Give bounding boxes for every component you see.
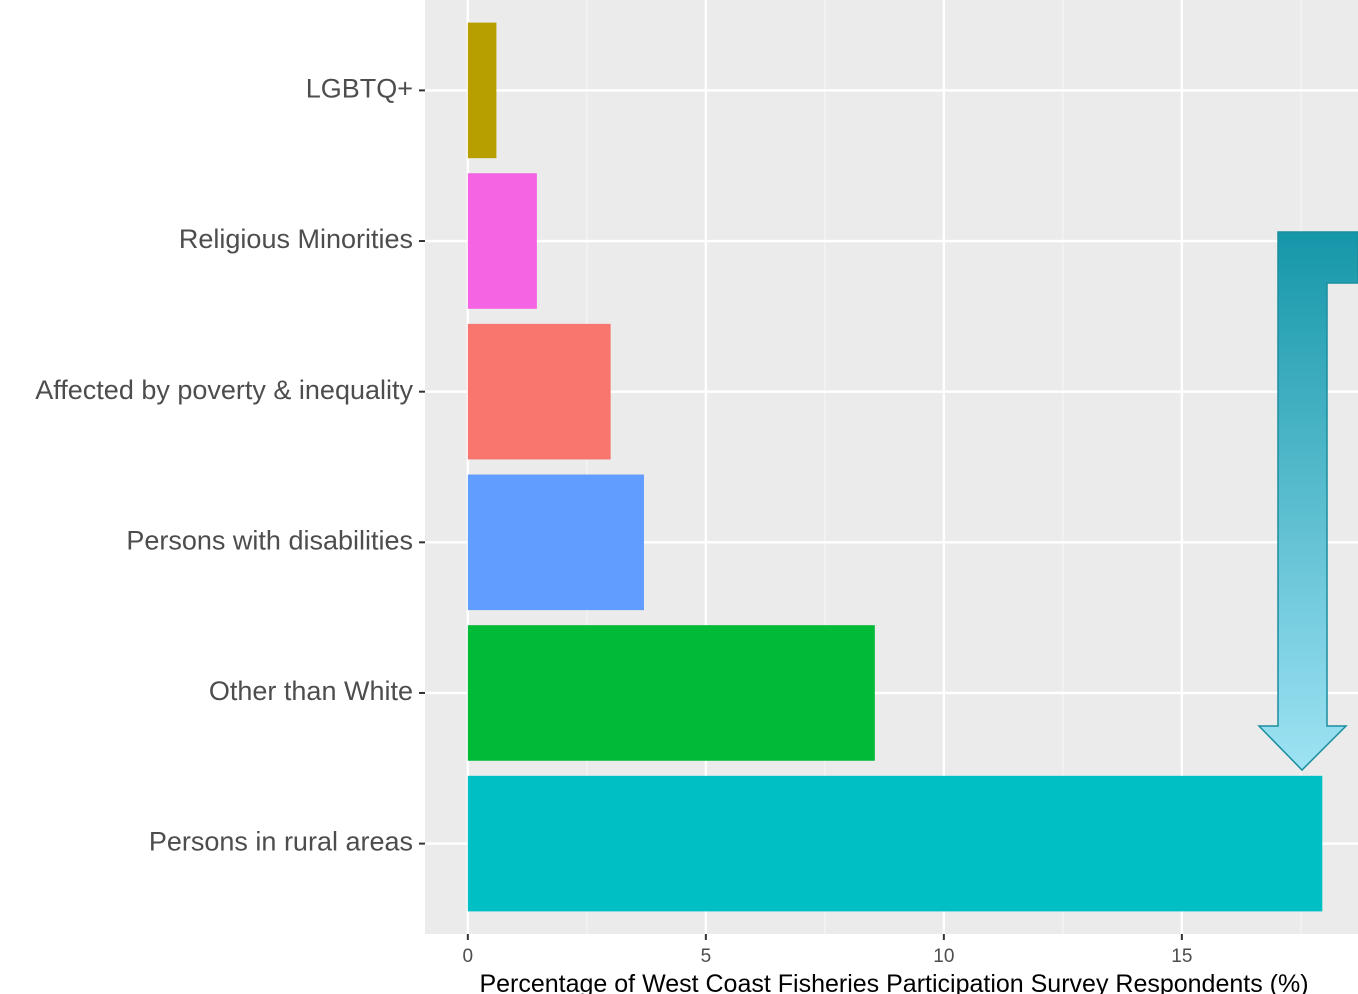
bar xyxy=(467,625,875,761)
y-tick-label: LGBTQ+ xyxy=(306,74,413,104)
down-arrow-annotation xyxy=(1257,231,1358,772)
bar xyxy=(467,173,537,309)
y-tick-label: Other than White xyxy=(209,676,413,706)
y-tick-label: Affected by poverty & inequality xyxy=(35,375,413,405)
y-tick-label: Persons in rural areas xyxy=(149,827,413,857)
x-axis-title: Percentage of West Coast Fisheries Parti… xyxy=(479,970,1308,994)
x-tick-label: 15 xyxy=(1171,946,1192,967)
bars xyxy=(467,22,1323,912)
y-axis: LGBTQ+ Religious Minorities Affected by po… xyxy=(35,74,425,857)
x-tick-label: 10 xyxy=(933,946,954,967)
y-tick-label: Persons with disabilities xyxy=(126,525,413,555)
bar xyxy=(467,22,497,159)
x-axis: 0 5 10 15 xyxy=(463,934,1192,967)
y-tick-label: Religious Minorities xyxy=(179,224,413,254)
bar xyxy=(467,775,1323,912)
x-tick-label: 5 xyxy=(701,946,712,967)
bar xyxy=(467,474,644,611)
bar xyxy=(467,323,611,460)
x-tick-label: 0 xyxy=(463,946,474,967)
